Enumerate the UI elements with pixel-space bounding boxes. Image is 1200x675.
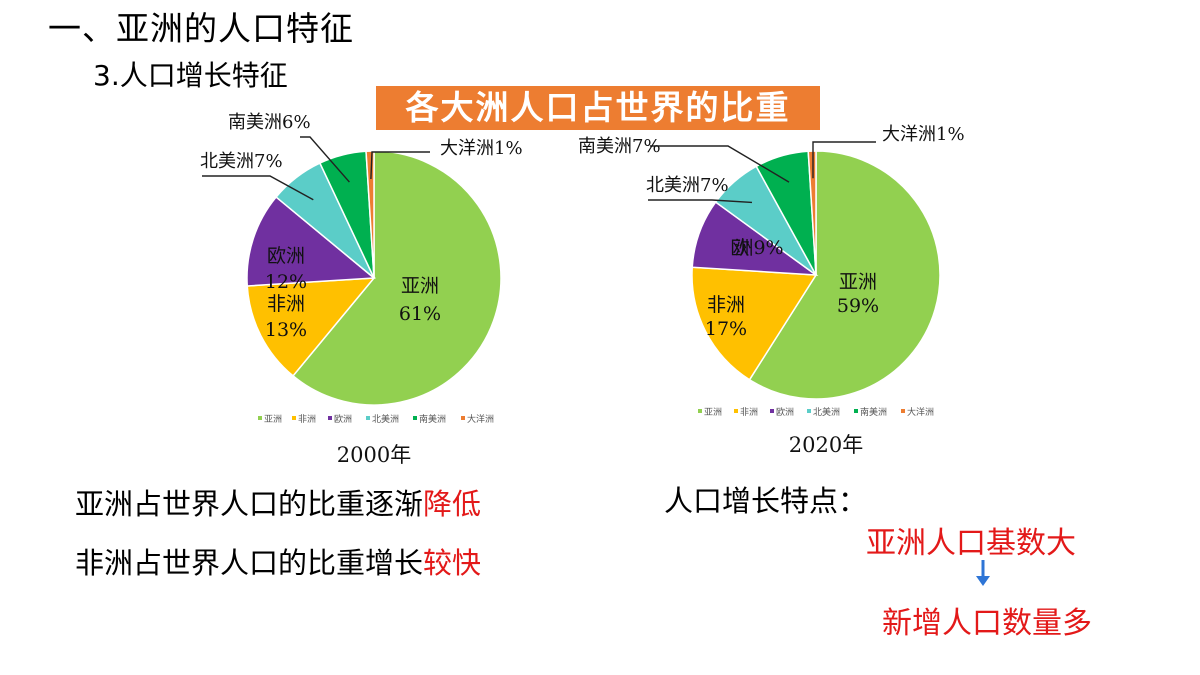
- chart-banner-title: 各大洲人口占世界的比重: [376, 86, 820, 130]
- pie-1-label-name-1: 非洲: [707, 294, 745, 316]
- conclusion-asia-text: 亚洲占世界人口的比重逐渐: [75, 487, 424, 521]
- feature-line-base: 亚洲人口基数大: [866, 526, 1076, 561]
- pie-1-legend-swatch-2: [770, 409, 774, 413]
- pie-0-label-4: 南美洲6%: [228, 112, 311, 133]
- pie-0-label-name-0: 亚洲: [401, 275, 439, 297]
- pie-1-leader-5: [812, 141, 876, 179]
- arrow-down-icon: [976, 560, 990, 586]
- pie-1-label-2: 欧洲9%: [730, 237, 783, 259]
- pie-0-legend-label-3: 北美洲: [372, 413, 399, 425]
- pie-1-legend-swatch-5: [901, 409, 905, 413]
- pie-1-legend-swatch-1: [734, 409, 738, 413]
- pie-1-label-name-0: 亚洲: [839, 271, 877, 293]
- pie-0-slice-2: [246, 195, 376, 287]
- pie-0-slice-1: [246, 277, 376, 377]
- pie-1-legend-label-1: 非洲: [740, 406, 758, 418]
- pie-0-leader-5: [370, 151, 430, 180]
- pie-0-legend-label-1: 非洲: [298, 413, 316, 425]
- pie-0-leader-4: [300, 136, 350, 183]
- pie-1-label-5: 大洋洲1%: [882, 124, 965, 145]
- pie-1-legend-label-3: 北美洲: [813, 406, 840, 418]
- pie-1-leader-3: [648, 199, 753, 204]
- pie-1-legend-label-2: 欧洲: [776, 406, 794, 418]
- pie-1-legend-swatch-0: [698, 409, 702, 413]
- pie-0-label-value-0: 61%: [399, 303, 441, 325]
- pie-1-label-value-0: 59%: [837, 295, 879, 317]
- pie-0-label-name-1: 非洲: [267, 293, 305, 315]
- pie-0-legend-swatch-0: [258, 416, 262, 420]
- pie-0-label-value-1: 13%: [265, 319, 307, 341]
- pie-0-legend-swatch-3: [366, 416, 370, 420]
- pie-0-leader-3: [202, 175, 314, 201]
- pie-1-label-4: 南美洲7%: [578, 136, 661, 157]
- pie-1-legend-label-5: 大洋洲: [907, 406, 934, 418]
- pie-1-slice-5: [807, 150, 817, 276]
- pie-0-title: 2000年: [337, 443, 411, 467]
- pie-0-legend-label-5: 大洋洲: [467, 413, 494, 425]
- conclusion-asia: 亚洲占世界人口的比重逐渐降低: [75, 481, 481, 523]
- pie-1-slice-0: [748, 150, 941, 400]
- pie-0-legend-label-0: 亚洲: [264, 414, 282, 425]
- conclusion-asia-highlight: 降低: [423, 487, 482, 521]
- pie-0-slice-5: [365, 150, 375, 279]
- conclusion-africa-text: 非洲占世界人口的比重增长: [75, 546, 424, 580]
- slide-heading: 一、亚洲的人口特征: [48, 9, 354, 48]
- pie-0-legend-swatch-4: [413, 416, 417, 420]
- pie-1-label-value-1: 17%: [705, 318, 747, 340]
- slide-subheading: 3.人口增长特征: [93, 59, 288, 92]
- pie-1-legend-swatch-3: [807, 409, 811, 413]
- pie-0-slice-0: [291, 150, 502, 406]
- pie-0-label-value-2: 12%: [265, 271, 307, 293]
- conclusion-africa-highlight: 较快: [423, 546, 482, 580]
- feature-line-increase: 新增人口数量多: [882, 606, 1092, 641]
- pie-0-label-3: 北美洲7%: [200, 151, 283, 172]
- pie-1-legend-swatch-4: [854, 409, 858, 413]
- pie-1-slice-1: [691, 266, 818, 381]
- pie-1-legend-label-0: 亚洲: [704, 407, 722, 418]
- pie-0-legend-label-2: 欧洲: [334, 413, 352, 425]
- pie-0-legend-swatch-1: [292, 416, 296, 420]
- pie-0-legend-swatch-5: [461, 416, 465, 420]
- pie-0-legend-label-4: 南美洲: [419, 413, 446, 425]
- pie-1-legend-label-4: 南美洲: [860, 406, 887, 418]
- pie-1-label-3: 北美洲7%: [646, 175, 729, 196]
- feature-title: 人口增长特点：: [664, 484, 868, 518]
- pie-0-legend-swatch-2: [328, 416, 332, 420]
- pie-0-label-5: 大洋洲1%: [440, 138, 523, 159]
- conclusion-africa: 非洲占世界人口的比重增长较快: [75, 540, 481, 582]
- pie-0-label-name-2: 欧洲: [267, 245, 305, 267]
- pie-1-title: 2020年: [789, 433, 863, 457]
- pie-1-leader-4: [650, 145, 790, 183]
